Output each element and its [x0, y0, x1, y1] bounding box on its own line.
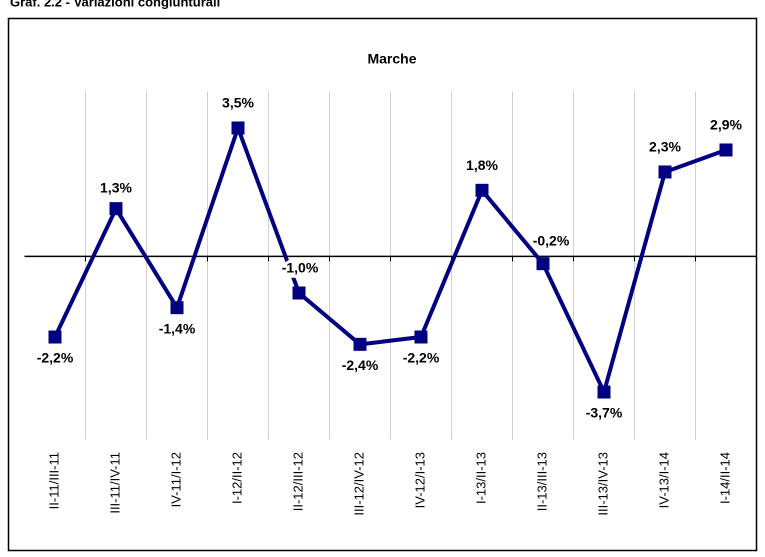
data-line: [53, 121, 727, 398]
data-marker: [231, 121, 245, 135]
x-tick-label: III-12/IV-12: [351, 452, 366, 516]
data-marker: [48, 330, 62, 344]
data-marker: [414, 330, 428, 344]
x-tick-label: III-11/IV-11: [107, 452, 122, 514]
data-marker: [658, 165, 672, 179]
x-tick-label: II-13/III-13: [534, 452, 549, 511]
x-tick-label: I-12/II-12: [229, 452, 244, 504]
x-tick-label: III-13/IV-13: [595, 452, 610, 516]
x-tick-label: II-11/III-11: [46, 452, 61, 509]
data-label: -2,2%: [403, 350, 440, 366]
data-label: -1,0%: [282, 260, 319, 276]
data-label: 1,3%: [100, 179, 132, 195]
x-tick-label: IV-13/I-14: [656, 452, 671, 508]
x-tick-label: II-12/III-12: [290, 452, 305, 511]
data-label: -1,4%: [159, 320, 196, 336]
data-label: -3,7%: [586, 405, 623, 421]
data-label: -2,2%: [37, 350, 74, 366]
data-marker: [353, 337, 367, 351]
page-heading: Graf. 2.2 - Variazioni congiunturali: [10, 0, 220, 9]
x-tick-label: I-14/II-14: [717, 452, 732, 504]
data-marker: [536, 257, 550, 271]
data-label: -0,2%: [533, 232, 570, 248]
data-label: 2,9%: [710, 117, 742, 133]
data-marker: [719, 143, 733, 157]
data-label: 2,3%: [649, 139, 681, 155]
data-label: 3,5%: [222, 95, 254, 111]
data-label: -2,4%: [342, 357, 379, 373]
x-tick-label: IV-11/I-12: [168, 452, 183, 507]
x-tick-label: I-13/II-13: [473, 452, 488, 504]
chart-title: Marche: [367, 51, 416, 67]
data-marker: [475, 183, 489, 197]
data-marker: [170, 301, 184, 315]
data-marker: [109, 202, 123, 216]
data-label: 1,8%: [466, 157, 498, 173]
data-marker: [597, 385, 611, 399]
x-tick-label: IV-12/I-13: [412, 452, 427, 508]
data-marker: [292, 286, 306, 300]
